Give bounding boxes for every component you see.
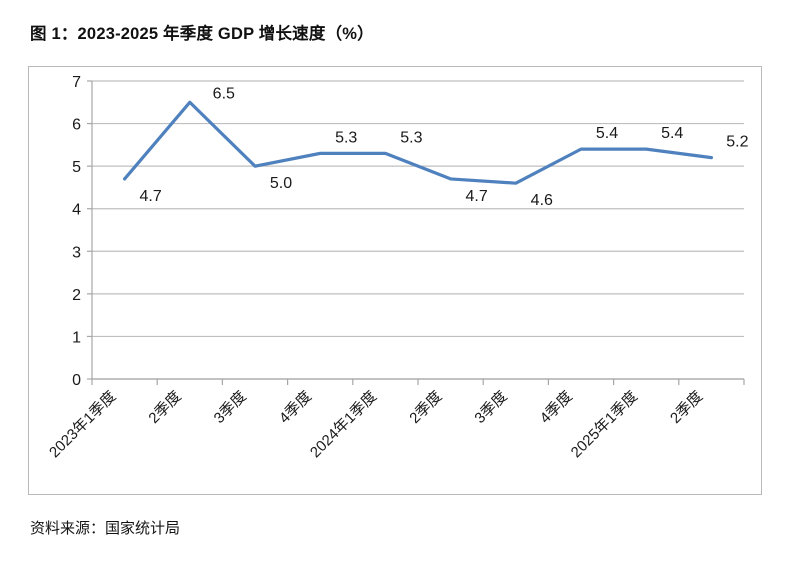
y-axis-tick-label: 1 — [72, 329, 81, 346]
x-axis-ticks-group — [91, 379, 745, 385]
gridlines-group — [92, 80, 744, 380]
x-axis-category-label: 3季度 — [471, 388, 510, 427]
data-label: 5.2 — [726, 134, 748, 151]
y-axis-tick-labels-group: 0 1 2 3 4 5 6 7 — [72, 74, 81, 389]
data-labels-group: 4.7 6.5 5.0 5.3 5.3 4.7 4.6 5.4 5.4 5.2 — [139, 85, 748, 209]
y-axis-tick-label: 0 — [72, 372, 81, 389]
x-axis-category-label: 2023年1季度 — [46, 388, 119, 461]
x-axis-category-label: 4季度 — [276, 388, 315, 427]
data-label: 4.7 — [139, 188, 161, 205]
y-axis-tick-label: 4 — [72, 202, 81, 219]
y-axis-tick-label: 7 — [72, 74, 81, 91]
x-axis-category-label: 3季度 — [211, 388, 250, 427]
y-axis-ticks-group — [87, 80, 92, 380]
data-label: 5.3 — [335, 129, 357, 146]
y-axis-tick-label: 3 — [72, 244, 81, 261]
data-label: 4.7 — [465, 188, 487, 205]
data-label: 5.0 — [270, 175, 292, 192]
x-axis-category-label: 2季度 — [667, 388, 706, 427]
x-axis-category-label: 2024年1季度 — [307, 388, 380, 461]
y-axis-tick-label: 6 — [72, 117, 81, 134]
x-axis-category-label: 2季度 — [406, 388, 445, 427]
x-axis-category-label: 2025年1季度 — [568, 388, 641, 461]
page-title: 图 1：2023-2025 年季度 GDP 增长速度（%） — [30, 25, 374, 43]
series-line-gdp-growth — [122, 100, 714, 185]
data-label: 5.3 — [400, 129, 422, 146]
data-label: 5.4 — [661, 125, 683, 142]
source-note: 资料来源：国家统计局 — [30, 520, 181, 537]
data-label: 6.5 — [213, 85, 235, 102]
data-label: 5.4 — [596, 125, 618, 142]
data-label: 4.6 — [531, 192, 553, 209]
y-axis-tick-label: 2 — [72, 287, 81, 304]
y-axis-tick-label: 5 — [72, 159, 81, 176]
x-axis-category-label: 4季度 — [537, 388, 576, 427]
x-axis-category-label: 2季度 — [145, 388, 184, 427]
